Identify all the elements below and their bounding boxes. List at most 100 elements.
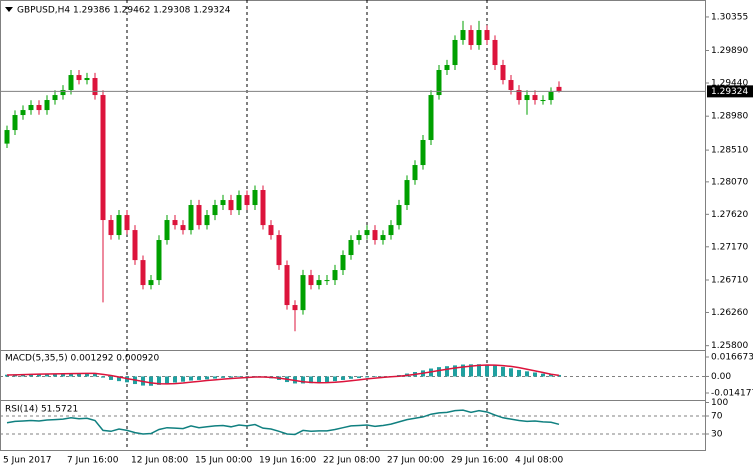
candle-body [316,280,322,286]
y-tick-label: 0.00 [711,372,731,382]
rsi-title: RSI(14) 51.5721 [5,405,78,415]
macd-bar [349,376,353,379]
candle-body [420,140,426,166]
candle-body [260,190,266,226]
macd-bar [517,369,521,377]
macd-bar [109,376,113,380]
y-tick-label: 1.28510 [711,146,748,156]
macd-bar [309,376,313,384]
macd-bar [357,376,361,379]
macd-bar [5,374,9,377]
macd-bar [189,376,193,381]
candle-body [284,265,290,306]
candle-body [524,95,530,101]
candle-body [516,89,522,101]
macd-bar [181,376,185,382]
macd-bar [461,364,465,377]
candle-body [452,39,458,66]
rsi-line [6,409,560,436]
macd-bar [525,371,529,377]
macd-bar [557,374,561,377]
candle-body [276,235,282,266]
chart-frame [0,0,706,451]
candle-body [540,100,546,102]
y-tick-label: 100 [711,398,728,408]
y-tick-label: 1.29440 [711,78,748,88]
candle-body [428,95,434,140]
candle-body [364,230,370,236]
candle-body [372,230,378,241]
candle-body [148,280,154,286]
macd-bar [45,373,49,377]
candle-body [556,86,562,92]
y-tick-label: 1.27620 [711,210,748,220]
macd-bar [61,373,65,377]
candle-body [356,235,362,241]
candle-body [324,280,330,282]
y-tick-label: 1.26260 [711,308,748,318]
candle-body [68,75,74,90]
macd-bar [165,376,169,384]
candle-body [252,190,258,206]
candle-body [44,100,50,111]
candle-body [532,95,538,101]
macd-bar [477,364,481,377]
candle-body [132,230,138,261]
macd-bar [173,376,177,383]
macd-bar [469,364,473,377]
candle-body [348,240,354,256]
y-tick-label: 1.25800 [711,341,748,351]
candle-body [236,195,242,211]
macd-bar [445,366,449,377]
macd-bar [229,376,233,378]
candle-body [196,205,202,226]
macd-bar [117,376,121,382]
y-tick-label: -0.014177 [711,389,753,399]
price-badge [707,85,753,98]
macd-bar [509,368,513,377]
macd-bar [69,373,73,377]
macd-bar [37,373,41,377]
macd-bar [205,376,209,380]
macd-bar [493,365,497,377]
chart-title: GBPUSD,H4 1.29386 1.29462 1.29308 1.2932… [17,6,231,16]
candle-body [124,215,130,231]
x-tick-label: 4 Jul 08:00 [515,456,564,466]
candle-body [228,200,234,211]
macd-bar [213,376,217,379]
macd-bar [325,376,329,383]
candle-body [220,200,226,206]
candle-body [436,70,442,96]
macd-bar [245,376,249,377]
macd-bar [237,376,241,378]
macd-bar [541,373,545,377]
macd-bar [29,373,33,377]
candle-body [212,205,218,216]
candle-body [20,110,26,116]
macd-bar [533,372,537,377]
candle-body [412,165,418,181]
candle-body [180,225,186,231]
y-tick-label: 1.30355 [711,12,748,22]
candle-body [92,78,98,96]
candle-body [268,225,274,236]
macd-bar [485,364,489,377]
candle-body [164,220,170,241]
macd-bar [341,376,345,380]
candle-body [140,260,146,286]
candle-body [340,255,346,271]
candle-body [332,270,338,281]
y-tick-label: 30 [711,430,723,440]
y-tick-label: 1.27170 [711,242,748,252]
price-badge-label: 1.29324 [711,87,748,97]
candle-body [84,78,90,81]
x-tick-label: 12 Jun 08:00 [131,456,188,466]
candle-body [188,205,194,231]
y-tick-label: 1.28980 [711,112,748,122]
candle-body [468,30,474,46]
candle-body [204,215,210,226]
candle-body [292,305,298,311]
x-tick-label: 19 Jun 16:00 [259,456,316,466]
y-tick-label: 1.26710 [711,276,748,286]
